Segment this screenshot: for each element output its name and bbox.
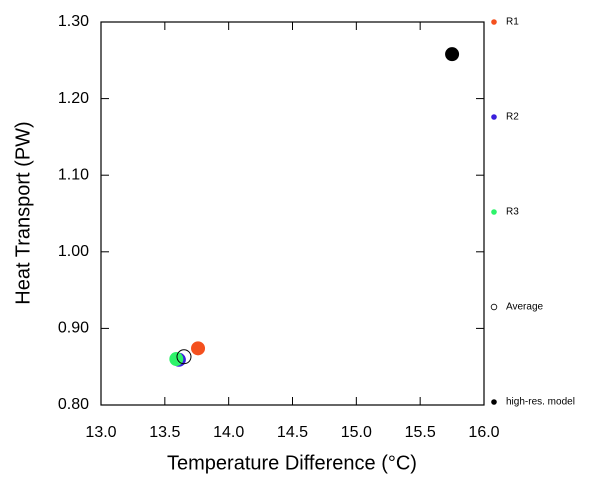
x-tick-label: 15.0 bbox=[341, 424, 372, 441]
x-tick-label: 13.5 bbox=[149, 424, 180, 441]
legend-label: high-res. model bbox=[506, 397, 575, 408]
plot-frame bbox=[100, 21, 485, 406]
y-tick-label: 0.80 bbox=[58, 396, 89, 413]
y-axis-title: Heat Transport (PW) bbox=[12, 121, 34, 304]
legend-marker bbox=[491, 19, 497, 25]
y-tick-label: 1.10 bbox=[58, 166, 89, 183]
data-point bbox=[191, 341, 206, 356]
data-point bbox=[176, 349, 192, 365]
x-tick-label: 14.5 bbox=[277, 424, 308, 441]
x-tick-label: 13.0 bbox=[85, 424, 116, 441]
x-tick-label: 15.5 bbox=[405, 424, 436, 441]
legend-label: R3 bbox=[506, 207, 519, 218]
y-tick-label: 1.20 bbox=[58, 90, 89, 107]
x-tick-label: 14.0 bbox=[213, 424, 244, 441]
x-tick-label: 16.0 bbox=[468, 424, 499, 441]
legend-marker bbox=[491, 209, 497, 215]
data-point bbox=[445, 47, 460, 62]
legend-marker bbox=[490, 303, 498, 311]
y-tick-label: 1.30 bbox=[58, 13, 89, 30]
legend-label: Average bbox=[506, 302, 544, 313]
x-axis-title: Temperature Difference (°C) bbox=[167, 452, 417, 474]
legend-marker bbox=[491, 114, 497, 120]
y-tick-label: 0.90 bbox=[58, 320, 89, 337]
legend-marker bbox=[491, 399, 497, 405]
y-tick-label: 1.00 bbox=[58, 243, 89, 260]
legend-label: R2 bbox=[506, 112, 519, 123]
data-point bbox=[169, 352, 184, 367]
legend-label: R1 bbox=[506, 17, 519, 28]
